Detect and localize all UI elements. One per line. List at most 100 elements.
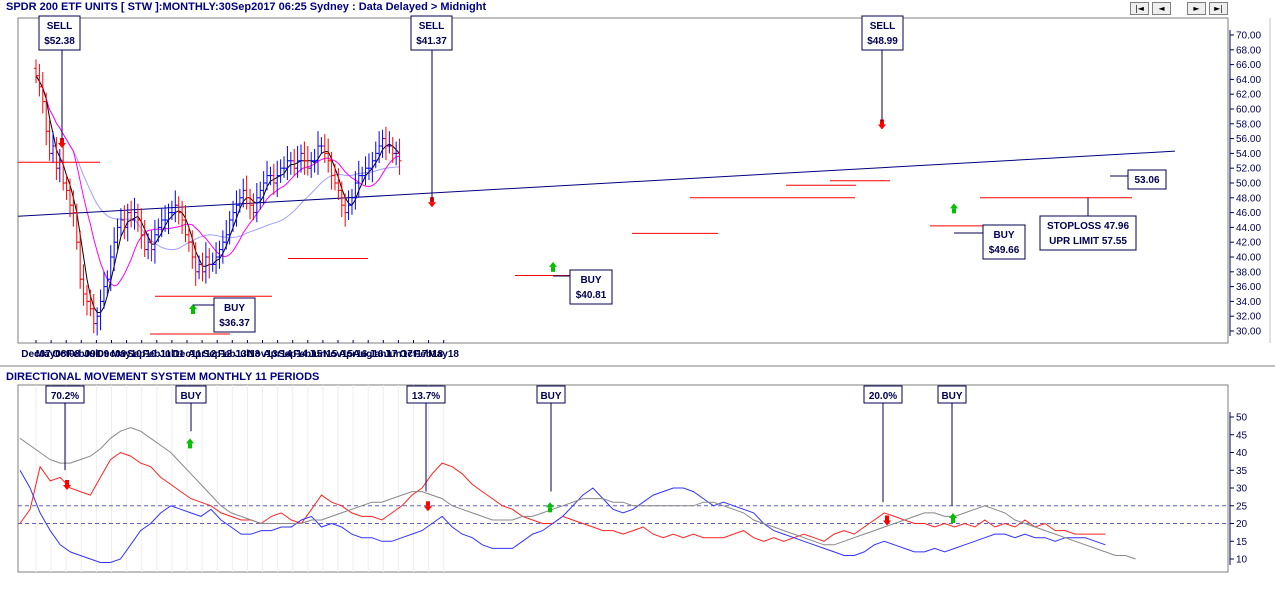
indicator-annotation: BUY <box>536 385 566 513</box>
buy-arrow-icon <box>189 304 197 315</box>
x-tick-label: Jul11 <box>159 349 184 360</box>
indicator-annotation: 70.2% <box>45 385 85 490</box>
y-tick-label: 58.00 <box>1236 119 1261 130</box>
y-tick-label: 34.00 <box>1236 297 1261 308</box>
annotation-label: 20.0% <box>869 391 897 402</box>
sell-arrow-icon <box>883 515 891 526</box>
x-tick-label: Feb15 <box>293 349 322 360</box>
annotation-label: $41.37 <box>416 36 447 47</box>
first-page-button[interactable]: |◄ <box>1130 2 1149 15</box>
x-tick-label: Sep14 <box>278 349 308 360</box>
y-tick-label: 46.00 <box>1236 208 1261 219</box>
x-tick-label: May08 <box>36 349 67 360</box>
y-tick-label: 70.00 <box>1236 31 1261 42</box>
chart-title: SPDR 200 ETF UNITS [ STW ]:MONTHLY:30Sep… <box>6 1 487 13</box>
x-tick-label: Jul09 <box>84 349 110 360</box>
indicator-annotation: 13.7% <box>406 385 446 512</box>
ind-y-tick-label: 15 <box>1236 537 1248 548</box>
annotation-label: $52.38 <box>44 36 75 47</box>
x-tick-label: Nov13 <box>247 349 277 360</box>
y-tick-label: 38.00 <box>1236 267 1261 278</box>
x-tick-label: Feb18 <box>414 349 443 360</box>
x-tick-label: Oct17 <box>400 349 428 360</box>
annotation-box: SELL $48.99 <box>861 15 904 122</box>
ind-y-tick-label: 25 <box>1236 501 1248 512</box>
buy-arrow-icon <box>186 438 194 449</box>
annotation-box: BUY $36.37 <box>193 297 256 333</box>
y-tick-label: 54.00 <box>1236 149 1261 160</box>
annotation-frame <box>38 15 81 51</box>
sell-arrow-icon <box>424 501 432 512</box>
indicator-title: DIRECTIONAL MOVEMENT SYSTEM MONTHLY 11 P… <box>6 371 320 383</box>
annotation-label: BUY <box>224 303 245 314</box>
annotation-label: BUY <box>580 275 601 286</box>
ind-y-tick-label: 50 <box>1236 413 1248 424</box>
annotation-label: SELL <box>870 21 896 32</box>
annotation-frame <box>213 297 256 333</box>
sell-arrow-icon <box>63 480 71 490</box>
x-tick-label: Sep10 <box>127 349 157 360</box>
annotation-frame <box>536 385 566 404</box>
y-tick-label: 68.00 <box>1236 45 1261 56</box>
annotation-label: 53.06 <box>1134 175 1159 186</box>
annotation-label: 13.7% <box>412 391 440 402</box>
annotation-label: STOPLOSS 47.96 <box>1047 221 1130 232</box>
annotation-label: BUY <box>180 391 201 402</box>
annotation-frame <box>1039 215 1137 251</box>
indicator-annotation: BUY <box>937 385 967 523</box>
y-tick-label: 36.00 <box>1236 282 1261 293</box>
y-tick-label: 44.00 <box>1236 223 1261 234</box>
ind-y-tick-label: 30 <box>1236 484 1248 495</box>
sell-arrow-icon <box>58 138 66 148</box>
y-tick-label: 60.00 <box>1236 105 1261 116</box>
y-tick-label: 62.00 <box>1236 90 1261 101</box>
annotation-label: UPR LIMIT 57.55 <box>1049 236 1127 247</box>
annotation-frame <box>569 269 613 305</box>
annotation-box: STOPLOSS 47.96 UPR LIMIT 57.55 <box>1039 197 1137 251</box>
x-tick-label: Jun17 <box>384 349 413 360</box>
x-tick-label: Apr14 <box>263 349 292 360</box>
annotation-label: BUY <box>941 391 962 402</box>
x-tick-label: Apr16 <box>339 349 368 360</box>
ma-short-line <box>35 75 400 313</box>
last-page-button[interactable]: ►| <box>1209 2 1228 15</box>
price-panel-frame <box>17 17 1229 344</box>
indicator-annotation: 20.0% <box>863 385 903 526</box>
x-tick-label: Jun15 <box>308 349 337 360</box>
indicator-panel-frame <box>17 384 1229 573</box>
x-tick-label: Jul13 <box>235 349 261 360</box>
annotation-frame <box>175 385 207 404</box>
annotation-frame <box>982 224 1026 260</box>
annotation-box: BUY $49.66 <box>954 224 1026 260</box>
annotation-frame <box>410 15 453 51</box>
ma-mid-line <box>35 75 400 287</box>
ind-y-tick-label: 40 <box>1236 448 1248 459</box>
annotation-label: SELL <box>419 21 445 32</box>
annotation-box: SELL $41.37 <box>410 15 453 202</box>
annotation-label: SELL <box>47 21 73 32</box>
next-page-button[interactable]: ► <box>1187 2 1206 15</box>
x-tick-label: Oct08 <box>52 349 80 360</box>
trend-line <box>17 150 1176 217</box>
prev-page-button[interactable]: ◄ <box>1152 2 1171 15</box>
buy-arrow-icon <box>549 261 557 272</box>
annotation-label: $36.37 <box>219 318 250 329</box>
annotation-label: $40.81 <box>576 290 607 301</box>
y-tick-label: 42.00 <box>1236 238 1261 249</box>
x-tick-label: Dec07 <box>21 349 51 360</box>
annotation-frame <box>45 385 85 404</box>
ma-long-line <box>35 75 400 251</box>
annotation-frame <box>937 385 967 404</box>
x-tick-label: Nov15 <box>323 349 353 360</box>
ind-y-tick-label: 20 <box>1236 519 1248 530</box>
y-tick-label: 40.00 <box>1236 253 1261 264</box>
x-tick-label: Feb09 <box>67 349 96 360</box>
sell-arrow-icon <box>878 119 886 130</box>
x-tick-label: Feb13 <box>218 349 247 360</box>
annotation-label: $49.66 <box>989 245 1020 256</box>
x-tick-label: May18 <box>428 349 459 360</box>
buy-arrow-icon <box>950 203 958 214</box>
di-plus-line <box>19 470 1106 563</box>
ind-y-tick-label: 10 <box>1236 555 1248 566</box>
